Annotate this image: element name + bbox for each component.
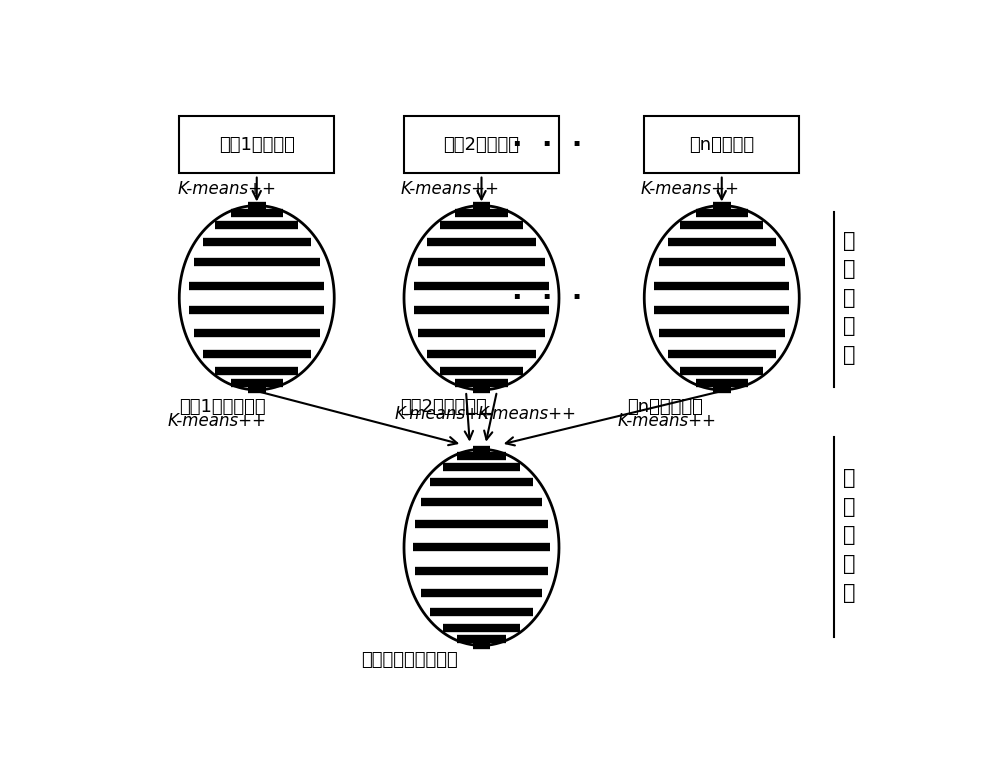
Text: 二: 二 xyxy=(843,497,856,517)
Text: 次: 次 xyxy=(843,526,856,546)
Text: 类列2的视觉词典: 类列2的视觉词典 xyxy=(400,398,487,415)
Text: ·  ·  ·: · · · xyxy=(512,131,583,159)
Text: 聚: 聚 xyxy=(843,554,856,574)
Text: K-means++: K-means++ xyxy=(640,180,739,198)
Text: 类: 类 xyxy=(843,345,856,365)
Text: 总训练集的视觉词典: 总训练集的视觉词典 xyxy=(361,652,458,669)
Text: 第: 第 xyxy=(843,469,856,489)
Text: 类n的视觉词典: 类n的视觉词典 xyxy=(627,398,703,415)
Text: K-means++: K-means++ xyxy=(400,180,499,198)
Text: ·  ·  ·: · · · xyxy=(512,284,583,312)
Text: 类列1的视觉词典: 类列1的视觉词典 xyxy=(179,398,266,415)
FancyBboxPatch shape xyxy=(179,117,334,173)
Text: K-means++: K-means++ xyxy=(168,411,266,430)
Text: 聚: 聚 xyxy=(843,317,856,337)
Text: K-means++: K-means++ xyxy=(478,405,576,422)
FancyBboxPatch shape xyxy=(644,117,799,173)
Text: 类列2的特征集: 类列2的特征集 xyxy=(444,136,520,154)
Text: 类n的特征集: 类n的特征集 xyxy=(689,136,754,154)
Text: K-means++: K-means++ xyxy=(617,411,716,430)
FancyBboxPatch shape xyxy=(404,117,559,173)
Text: K-means++: K-means++ xyxy=(178,180,277,198)
Text: K-means++: K-means++ xyxy=(395,405,494,422)
Text: 类: 类 xyxy=(843,583,856,603)
Text: 第: 第 xyxy=(843,231,856,251)
Text: 次: 次 xyxy=(843,288,856,308)
Text: 一: 一 xyxy=(843,259,856,279)
Text: 类列1的特征集: 类列1的特征集 xyxy=(219,136,295,154)
